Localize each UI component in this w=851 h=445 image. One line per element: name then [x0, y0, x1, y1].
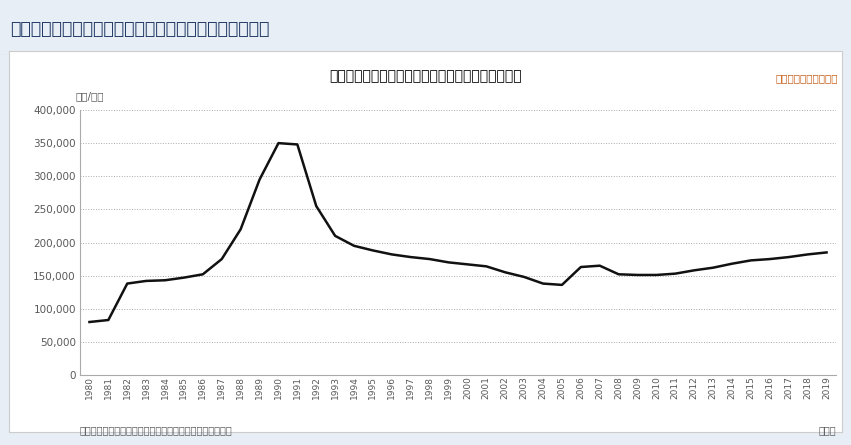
- Text: （年）: （年）: [819, 425, 836, 435]
- Text: （各年１月１日現在）: （各年１月１日現在）: [775, 73, 837, 83]
- Text: （円/㎡）: （円/㎡）: [76, 91, 104, 101]
- Text: 名古屋市の地価公示（住宅地平均価格）の長期推移: 名古屋市の地価公示（住宅地平均価格）の長期推移: [329, 69, 522, 83]
- Text: （参考）地価公示（住宅地平均価格）の長期推移グラフ: （参考）地価公示（住宅地平均価格）の長期推移グラフ: [10, 20, 270, 37]
- Text: （注）国土交通省土地鑑定委員会地価公示データより作成: （注）国土交通省土地鑑定委員会地価公示データより作成: [80, 425, 233, 435]
